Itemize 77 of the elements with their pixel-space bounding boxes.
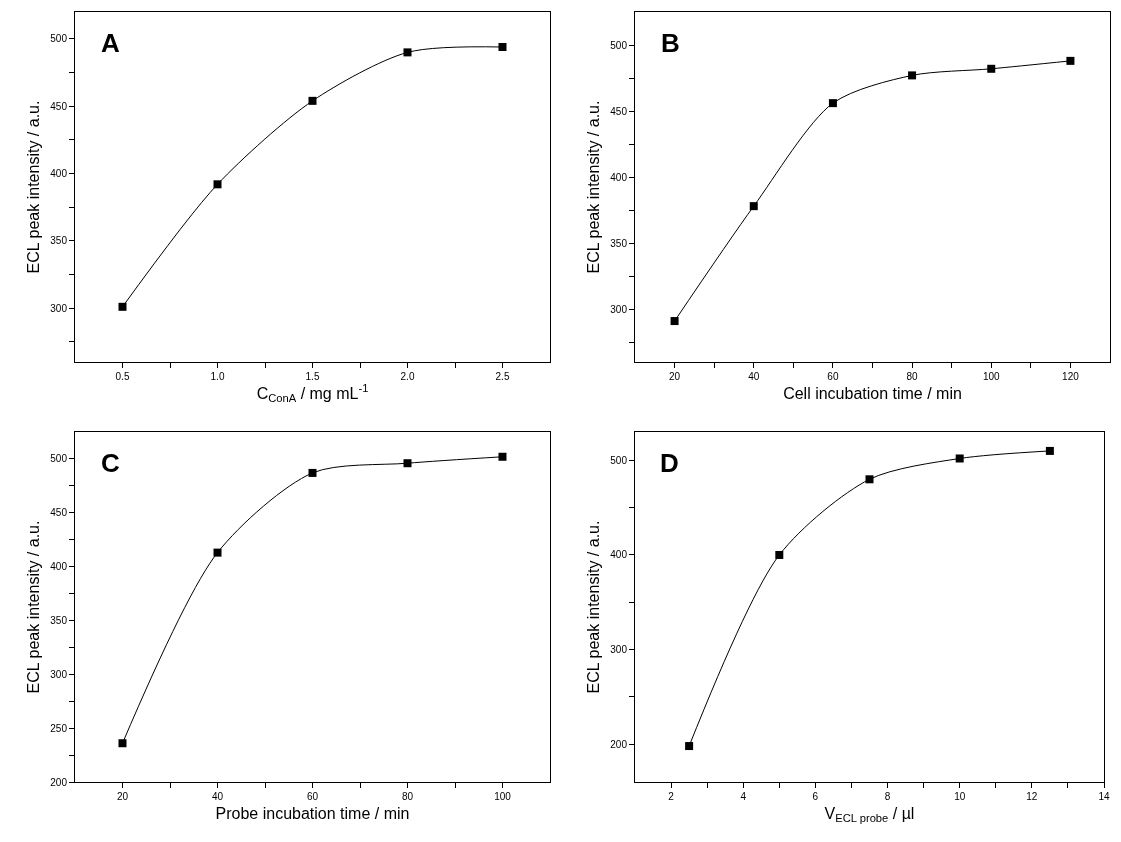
x-axis-title: V$_{ECL probe}$ / µl [824, 804, 915, 825]
y-tick-label: 300 [50, 302, 68, 314]
y-tick-label: 500 [50, 33, 68, 45]
point [213, 548, 222, 557]
point [498, 452, 507, 461]
x-tick-label: 2 [668, 791, 675, 802]
x-axis-title: Cell incubation time / min [783, 384, 962, 402]
x-tick-label: 2.5 [495, 371, 510, 382]
point [987, 64, 996, 73]
y-tick-label: 350 [50, 614, 68, 626]
x-tick-label: 80 [401, 791, 414, 802]
x-tick-label: 20 [669, 371, 681, 382]
point [308, 468, 317, 477]
point [213, 180, 222, 189]
x-tick-label: 40 [748, 371, 760, 382]
y-tick-label: 450 [50, 507, 68, 519]
point [118, 302, 127, 311]
point [403, 48, 412, 57]
point [670, 317, 679, 326]
y-tick-label: 500 [610, 39, 628, 51]
x-tick-label: 4 [740, 791, 747, 802]
y-tick-label: 400 [50, 168, 68, 180]
x-tick-label: 14 [1098, 791, 1110, 802]
y-tick-label: 450 [50, 100, 68, 112]
x-tick-label: 20 [116, 791, 129, 802]
point [865, 475, 874, 484]
point [498, 43, 507, 51]
text: B [661, 28, 680, 58]
point [749, 202, 758, 211]
y-axis-title: ECL peak intensity / a.u. [585, 520, 603, 694]
point [118, 739, 127, 748]
x-tick-label: 10 [954, 791, 966, 802]
x-tick-label: 100 [982, 371, 1001, 382]
y-tick-label: 450 [610, 105, 628, 117]
x-tick-label: 0.5 [115, 371, 130, 382]
text: C [101, 448, 120, 478]
y-tick-label: 200 [50, 776, 68, 788]
x-tick-label: 12 [1026, 791, 1038, 802]
y-tick-label: 300 [50, 668, 68, 680]
y-tick-label: 300 [610, 303, 628, 315]
x-tick-label: 60 [306, 791, 319, 802]
point [685, 742, 694, 751]
y-tick-label: 500 [610, 454, 628, 466]
y-tick-label: 350 [50, 235, 68, 247]
point [775, 550, 784, 559]
text: D [660, 448, 679, 478]
x-tick-label: 1.0 [210, 371, 225, 382]
x-tick-label: 6 [812, 791, 819, 802]
y-tick-label: 500 [50, 453, 68, 465]
y-tick-label: 300 [610, 644, 628, 656]
point [1066, 56, 1075, 65]
x-tick-label: 40 [211, 791, 224, 802]
y-tick-label: 400 [50, 561, 68, 573]
y-tick-label: 350 [610, 237, 628, 249]
point [908, 71, 917, 80]
x-axis-title: Probe incubation time / min [215, 804, 410, 822]
y-axis-title: ECL peak intensity / a.u. [25, 100, 43, 274]
x-tick-label: 1.5 [305, 371, 320, 382]
x-tick-label: 2.0 [400, 371, 415, 382]
point [955, 454, 964, 463]
y-axis-title: ECL peak intensity / a.u. [25, 520, 43, 694]
x-tick-label: 120 [1062, 371, 1080, 382]
point [828, 99, 837, 108]
x-tick-label: 8 [884, 791, 891, 802]
y-axis-title: ECL peak intensity / a.u. [585, 100, 603, 274]
x-tick-label: 60 [827, 371, 839, 382]
x-tick-label: 100 [494, 791, 512, 802]
y-tick-label: 400 [610, 171, 628, 183]
point [1045, 446, 1054, 455]
text: A [101, 28, 120, 58]
y-tick-label: 400 [610, 549, 628, 561]
x-axis-title: C$_{ConA}$ / mg mL$^{-1}$ [256, 382, 369, 405]
point [403, 459, 412, 468]
point [308, 96, 317, 105]
y-tick-label: 200 [610, 738, 628, 750]
y-tick-label: 250 [50, 722, 68, 734]
x-tick-label: 80 [906, 371, 919, 382]
